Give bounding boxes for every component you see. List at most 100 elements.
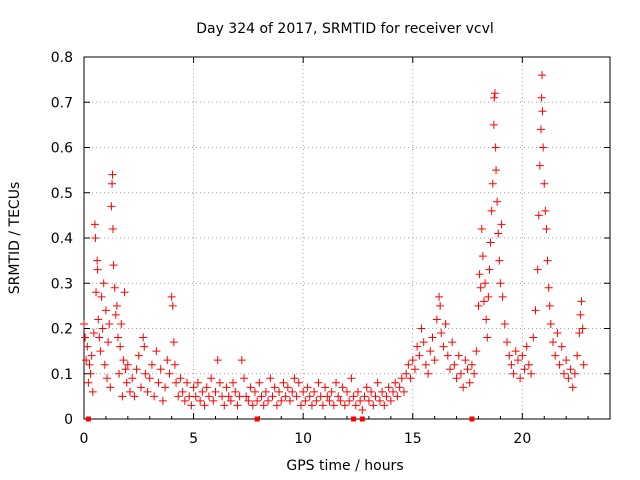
data-point <box>531 306 540 315</box>
data-point <box>490 89 499 98</box>
data-point <box>193 378 202 387</box>
data-point <box>94 315 103 324</box>
data-point <box>189 383 198 392</box>
data-point <box>472 347 481 356</box>
data-point <box>321 383 330 392</box>
data-point <box>312 396 321 405</box>
y-tick-label: 0.2 <box>51 322 73 338</box>
data-point <box>91 234 100 242</box>
data-point <box>81 333 90 342</box>
data-point <box>535 161 544 170</box>
data-point <box>266 374 275 383</box>
y-tick-label: 0.1 <box>51 367 73 383</box>
data-point <box>97 292 106 301</box>
data-point <box>373 378 382 387</box>
data-point <box>463 365 472 374</box>
data-point <box>336 396 345 405</box>
data-point <box>577 297 586 306</box>
data-point <box>86 369 95 378</box>
data-point <box>108 224 117 233</box>
data-point <box>226 396 235 405</box>
data-point <box>386 396 395 405</box>
data-point <box>286 396 295 405</box>
data-point <box>156 365 165 374</box>
data-point <box>495 256 504 265</box>
y-axis-label: SRMTID / TECUs <box>7 182 23 295</box>
data-point <box>476 283 485 292</box>
data-point <box>109 261 118 270</box>
data-point <box>191 392 200 401</box>
data-point <box>380 401 389 410</box>
data-point <box>108 179 117 188</box>
data-point <box>382 392 391 401</box>
data-point <box>123 360 132 369</box>
data-point <box>562 356 571 365</box>
data-point <box>474 301 483 310</box>
data-point <box>101 306 110 315</box>
data-point <box>513 356 522 365</box>
data-point <box>163 356 172 365</box>
data-point <box>178 387 187 396</box>
data-point <box>237 356 246 365</box>
data-point <box>318 401 327 410</box>
data-point <box>461 356 470 365</box>
x-tick-label: 5 <box>189 431 198 447</box>
data-point <box>110 283 119 292</box>
data-point <box>211 387 220 396</box>
baseline-marker <box>359 416 365 422</box>
data-point <box>538 107 547 116</box>
data-point <box>207 374 216 383</box>
data-point <box>244 396 253 405</box>
data-point <box>402 369 411 378</box>
data-point <box>209 396 218 405</box>
data-point <box>288 387 297 396</box>
data-point <box>345 396 354 405</box>
data-point <box>545 301 554 310</box>
data-point <box>105 319 114 328</box>
data-point <box>85 360 94 369</box>
data-point <box>120 288 129 297</box>
y-tick-label: 0.3 <box>51 276 73 292</box>
data-point <box>491 143 500 152</box>
data-point <box>250 387 259 396</box>
data-point <box>488 179 497 188</box>
data-point <box>430 356 439 365</box>
data-point <box>170 360 179 369</box>
data-point <box>261 387 270 396</box>
data-point <box>436 301 445 310</box>
data-point <box>479 297 488 306</box>
data-point <box>122 378 131 387</box>
data-point <box>570 369 579 378</box>
data-point <box>538 71 547 80</box>
data-point <box>294 378 303 387</box>
data-point <box>448 338 457 347</box>
data-point <box>140 342 149 351</box>
data-point <box>437 329 446 338</box>
data-point <box>106 383 115 392</box>
data-point <box>264 396 273 405</box>
data-point <box>492 166 501 175</box>
data-point <box>90 220 99 229</box>
data-point <box>134 351 143 360</box>
data-point <box>174 392 183 401</box>
data-point <box>465 378 474 387</box>
data-point <box>239 374 248 383</box>
y-tick-label: 0 <box>64 412 73 428</box>
x-tick-label: 15 <box>404 431 422 447</box>
data-point <box>546 319 555 328</box>
data-point <box>536 125 545 134</box>
data-point <box>257 392 266 401</box>
data-point <box>522 342 531 351</box>
data-point <box>389 387 398 396</box>
data-point <box>215 378 224 387</box>
data-point <box>399 387 408 396</box>
data-point <box>277 396 286 405</box>
data-point <box>92 288 101 297</box>
data-point <box>224 392 233 401</box>
data-point <box>406 374 415 383</box>
data-point <box>371 392 380 401</box>
data-point <box>367 387 376 396</box>
data-point <box>575 329 584 338</box>
data-point <box>143 387 152 396</box>
data-point <box>180 396 189 405</box>
